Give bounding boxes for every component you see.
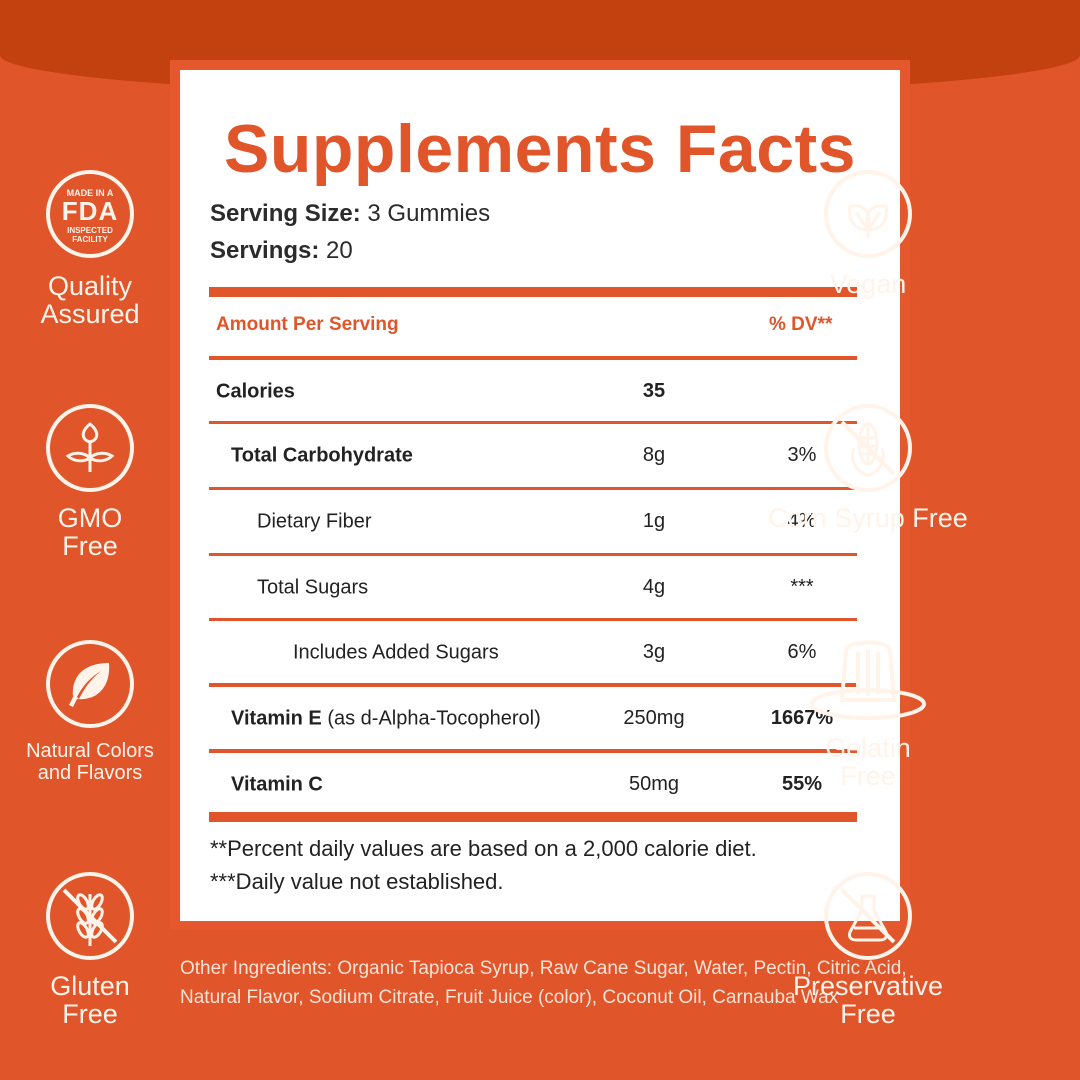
fda-seal-icon: MADE IN A FDA INSPECTED FACILITY (46, 170, 134, 258)
divider (209, 487, 857, 490)
table-row-fiber: Dietary Fiber 1g 4% (257, 510, 817, 533)
leaves-icon (824, 170, 912, 258)
nutrient-name: Total Sugars (257, 576, 369, 599)
serving-size: Serving Size: 3 Gummies (210, 200, 491, 227)
badge-natural: Natural Colors and Flavors (0, 640, 210, 784)
other-ingredients: Other Ingredients: Organic Tapioca Syrup… (180, 958, 907, 1008)
badge-label: Gelatin Free (825, 733, 911, 791)
nutrient-name: Vitamin C (231, 773, 323, 796)
badge-label: Natural Colors and Flavors (26, 740, 154, 784)
divider (209, 618, 857, 621)
table-row-calories: Calories 35 (216, 380, 666, 403)
supplement-facts-card: Supplements Facts Serving Size: 3 Gummie… (180, 70, 900, 921)
table-row-vitamin-c: Vitamin C 50mg 55% (231, 773, 823, 796)
divider (209, 749, 857, 753)
nutrient-name: Includes Added Sugars (293, 641, 499, 664)
corn-crossed-icon (824, 404, 912, 492)
badge-label: Vegan (829, 269, 907, 299)
divider (209, 356, 857, 360)
badge-label: Gluten Free (50, 971, 130, 1029)
amount-per-serving-header: Amount Per Serving (216, 314, 399, 335)
leaf-icon (46, 640, 134, 728)
footnote-not-established: ***Daily value not established. (210, 869, 504, 894)
badge-label: Corn Syrup Free (768, 503, 968, 533)
divider (209, 553, 857, 556)
flask-crossed-icon (824, 872, 912, 960)
nutrient-name: Dietary Fiber (257, 510, 372, 533)
dv-header: % DV** (769, 314, 833, 335)
sprout-icon (46, 404, 134, 492)
badge-quality-assured: MADE IN A FDA INSPECTED FACILITY Quality… (0, 170, 210, 328)
badge-label: Preservative Free (792, 971, 944, 1029)
badge-vegan: Vegan (748, 170, 988, 298)
divider (209, 812, 857, 822)
divider (209, 683, 857, 687)
table-row-carbohydrate: Total Carbohydrate 8g 3% (231, 444, 817, 467)
table-row-added-sugars: Includes Added Sugars 3g 6% (293, 641, 817, 664)
servings-count: Servings: 20 (210, 237, 353, 264)
badge-corn-syrup-free: Corn Syrup Free (748, 404, 988, 532)
table-row-vitamin-e: Vitamin E (as d-Alpha-Tocopherol) 250mg … (231, 707, 834, 730)
badge-gelatin-free: Gelatin Free (748, 630, 988, 790)
page-title: Supplements Facts (224, 111, 856, 187)
nutrient-name: Vitamin E (as d-Alpha-Tocopherol) (231, 707, 541, 730)
wheat-crossed-icon (46, 872, 134, 960)
nutrient-name: Total Carbohydrate (231, 444, 413, 467)
badge-gluten-free: Gluten Free (0, 872, 210, 1028)
nutrient-name: Calories (216, 380, 295, 403)
divider (209, 421, 857, 424)
divider (209, 287, 857, 297)
badge-preservative-free: Preservative Free (748, 872, 988, 1028)
badge-label: Quality Assured (40, 271, 140, 329)
jelly-icon (808, 630, 928, 726)
footnote-dv: **Percent daily values are based on a 2,… (210, 836, 757, 861)
badge-label: GMO Free (57, 503, 123, 561)
badge-gmo-free: GMO Free (0, 404, 210, 560)
table-row-sugars: Total Sugars 4g *** (257, 576, 814, 599)
